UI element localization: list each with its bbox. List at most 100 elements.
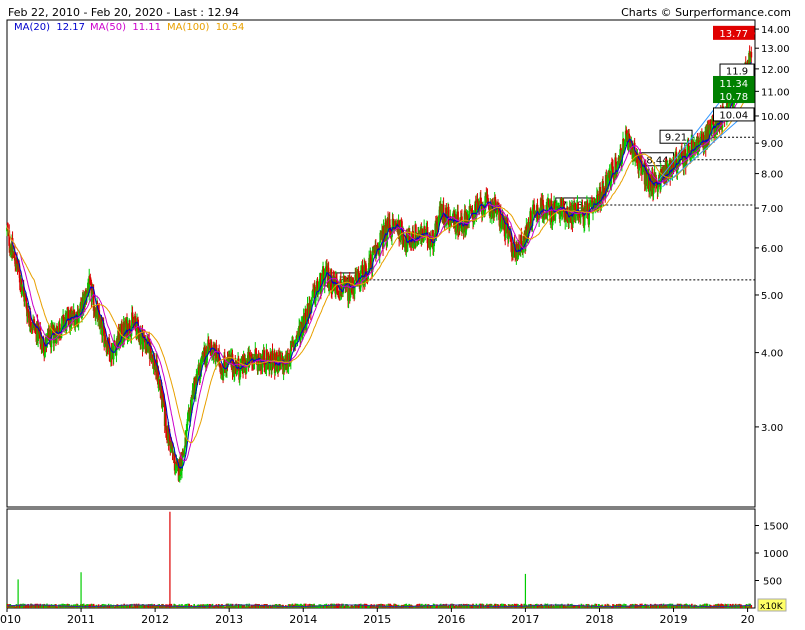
candle-body bbox=[540, 198, 543, 208]
candle-body bbox=[8, 230, 11, 246]
candle-body bbox=[362, 276, 365, 286]
candle-body bbox=[493, 196, 496, 214]
candle-body bbox=[563, 206, 566, 218]
y-tick-label: 6.00 bbox=[761, 244, 783, 255]
candle-body bbox=[249, 355, 252, 361]
candle-body bbox=[183, 446, 186, 454]
candle-body bbox=[74, 318, 77, 328]
candle-body bbox=[457, 231, 460, 233]
candle-body bbox=[164, 413, 167, 431]
candle-body bbox=[21, 290, 23, 294]
candle-body bbox=[161, 393, 164, 408]
ma50-value: 11.11 bbox=[132, 22, 161, 33]
volume-bar bbox=[661, 604, 664, 608]
candle-body bbox=[157, 366, 159, 385]
x-tick-label: 2016 bbox=[437, 613, 465, 626]
candle-body bbox=[498, 205, 501, 221]
candle-body bbox=[412, 238, 415, 245]
candle-body bbox=[84, 291, 87, 292]
candle-body bbox=[86, 294, 88, 298]
candle-body bbox=[419, 229, 422, 237]
candle-body bbox=[341, 293, 344, 295]
volume-bar bbox=[37, 604, 40, 608]
volume-bar bbox=[112, 604, 115, 608]
candle-body bbox=[579, 212, 582, 218]
volume-bar bbox=[157, 604, 159, 608]
candle-body bbox=[515, 244, 518, 249]
candle-body bbox=[702, 134, 705, 151]
candle-body bbox=[694, 146, 697, 154]
candle-body bbox=[43, 352, 46, 357]
candle-body bbox=[174, 467, 177, 470]
candle-body bbox=[94, 311, 97, 318]
candle-body bbox=[388, 219, 391, 233]
volume-bar bbox=[750, 605, 753, 608]
candle-body bbox=[18, 271, 21, 283]
trend-line-lower bbox=[662, 113, 747, 188]
candle-body bbox=[451, 221, 453, 223]
candle-body bbox=[703, 148, 705, 151]
candle-body bbox=[617, 161, 619, 168]
candle-body bbox=[528, 228, 531, 231]
volume-bar bbox=[316, 605, 318, 608]
candle-body bbox=[429, 237, 432, 250]
candle-body bbox=[56, 327, 58, 329]
candle-body bbox=[23, 294, 26, 302]
candle-body bbox=[245, 364, 248, 374]
candle-body bbox=[657, 181, 660, 187]
candle-body bbox=[101, 323, 104, 336]
candle-body bbox=[632, 152, 635, 154]
candle-body bbox=[252, 368, 255, 370]
candle-body bbox=[274, 371, 277, 374]
candle-body bbox=[32, 319, 35, 329]
volume-bar bbox=[687, 605, 690, 608]
candle-body bbox=[172, 452, 175, 456]
candle-body bbox=[587, 210, 589, 219]
candle-body bbox=[372, 247, 375, 252]
candle-body bbox=[264, 370, 267, 372]
candle-body bbox=[381, 230, 384, 245]
volume-bar bbox=[573, 605, 575, 608]
candle-body bbox=[583, 205, 586, 226]
price-label-box bbox=[713, 107, 755, 122]
price-label-text: 10.04 bbox=[719, 110, 748, 121]
candle-body bbox=[303, 319, 306, 330]
candle-body bbox=[314, 300, 317, 303]
candle-body bbox=[139, 337, 142, 345]
volume-bar bbox=[671, 603, 674, 608]
candle-body bbox=[131, 312, 134, 317]
candle-body bbox=[469, 205, 472, 210]
candle-body bbox=[584, 205, 587, 210]
candle-body bbox=[542, 199, 544, 206]
candle-body bbox=[41, 346, 43, 348]
candle-body bbox=[543, 215, 546, 219]
candle-body bbox=[31, 327, 33, 329]
candle-body bbox=[389, 232, 392, 234]
candle-body bbox=[408, 231, 411, 244]
candle-body bbox=[151, 357, 153, 362]
candle-body bbox=[488, 205, 491, 209]
candle-body bbox=[687, 143, 690, 146]
candle-body bbox=[525, 225, 528, 241]
candle-body bbox=[111, 351, 113, 360]
candle-body bbox=[124, 323, 127, 332]
candle-body bbox=[89, 278, 92, 283]
candle-body bbox=[267, 355, 270, 357]
candle-body bbox=[73, 309, 76, 315]
candle-body bbox=[700, 133, 703, 144]
candle-body bbox=[266, 349, 268, 361]
candle-body bbox=[615, 167, 618, 179]
candle-body bbox=[339, 279, 342, 293]
candle-body bbox=[213, 344, 216, 347]
candle-body bbox=[296, 338, 299, 340]
candle-body bbox=[693, 142, 696, 144]
volume-bar bbox=[706, 603, 709, 608]
candle-body bbox=[703, 144, 706, 149]
candle-body bbox=[350, 277, 353, 286]
candle-body bbox=[56, 328, 59, 335]
volume-bar bbox=[578, 604, 580, 608]
candle-body bbox=[372, 251, 374, 253]
x-tick-label: 2014 bbox=[289, 613, 317, 626]
volume-bar bbox=[717, 603, 720, 608]
candle-body bbox=[483, 211, 486, 217]
